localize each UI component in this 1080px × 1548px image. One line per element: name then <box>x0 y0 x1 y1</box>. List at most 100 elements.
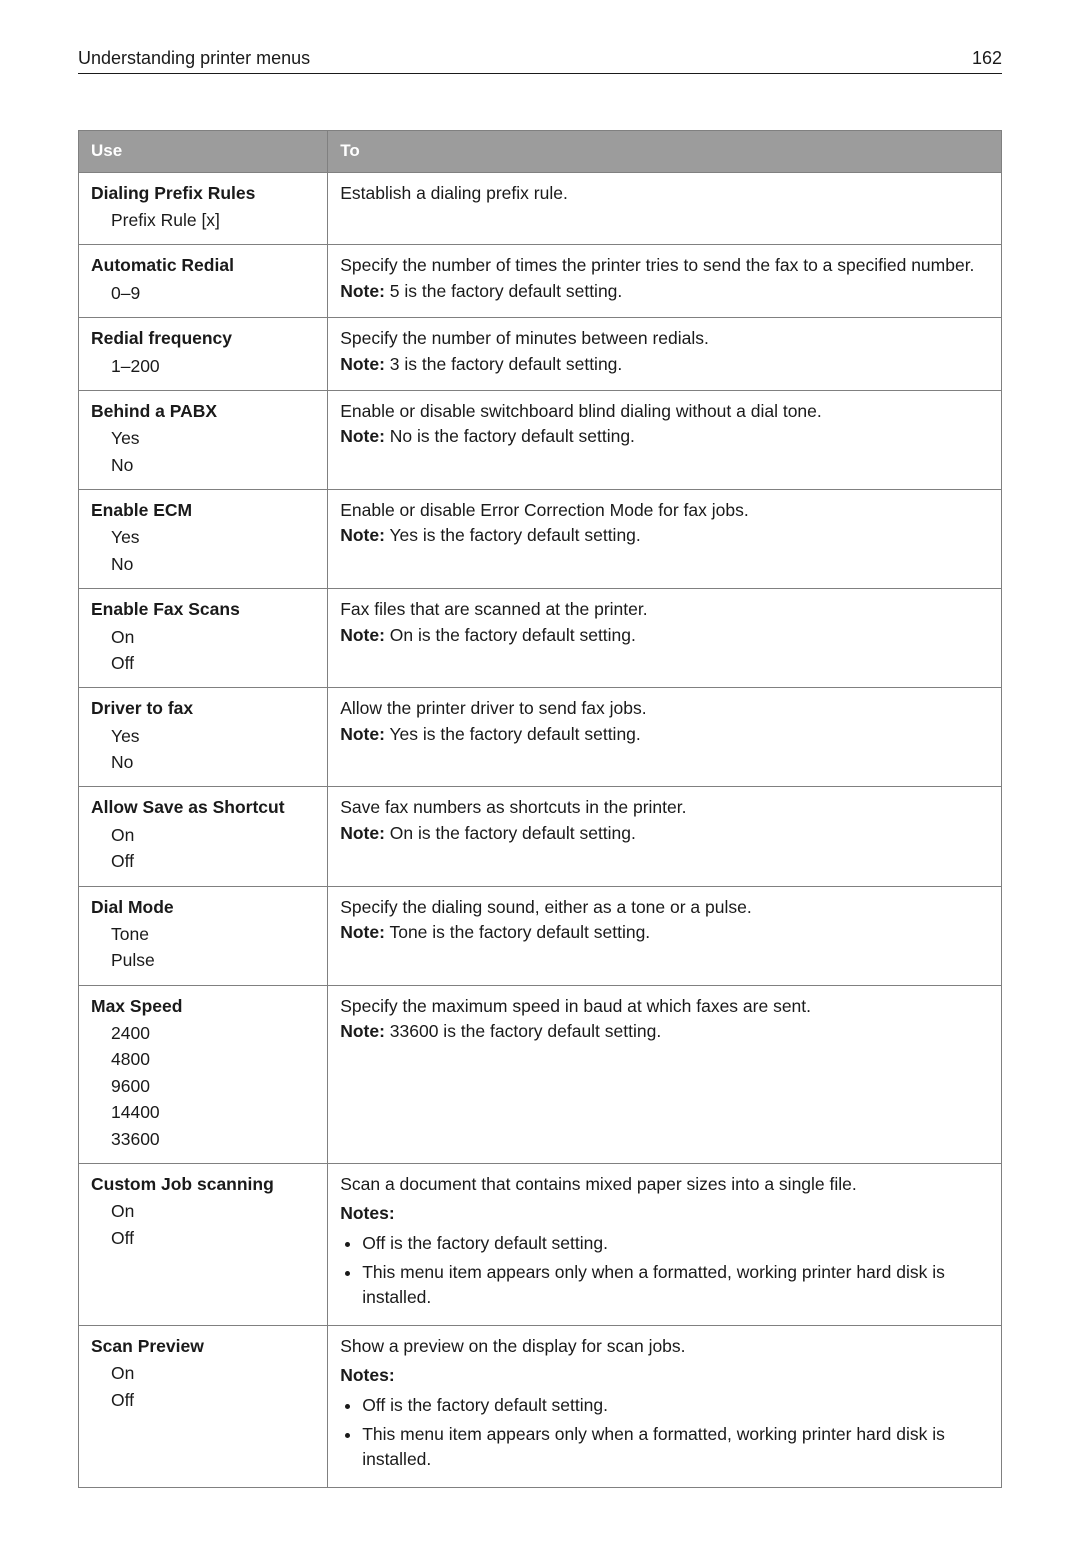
notes-list-item: Off is the factory default setting. <box>362 1231 989 1256</box>
use-option: On <box>111 625 315 650</box>
use-title: Dialing Prefix Rules <box>91 181 315 206</box>
use-options: 0–9 <box>111 281 315 306</box>
note-text: On is the factory default setting. <box>385 625 636 645</box>
use-title: Redial frequency <box>91 326 315 351</box>
use-title: Max Speed <box>91 994 315 1019</box>
use-options: Prefix Rule [x] <box>111 208 315 233</box>
page: Understanding printer menus 162 Use To D… <box>0 0 1080 1548</box>
use-option: Prefix Rule [x] <box>111 208 315 233</box>
menu-table: Use To Dialing Prefix RulesPrefix Rule [… <box>78 130 1002 1488</box>
note-text: Tone is the factory default setting. <box>385 922 650 942</box>
table-header: Use To <box>79 131 1002 173</box>
table-row: Enable Fax Scans OnOff Fax files that are … <box>79 589 1002 688</box>
to-description: Specify the maximum speed in baud at whi… <box>340 994 989 1019</box>
use-cell: Allow Save as Shortcut OnOff <box>79 787 328 886</box>
use-option: On <box>111 1361 315 1386</box>
to-note: Note: On is the factory default setting. <box>340 821 989 846</box>
table-row: Redial frequency 1–200 Specify the number … <box>79 318 1002 391</box>
use-option: Off <box>111 1226 315 1251</box>
table-body: Dialing Prefix RulesPrefix Rule [x]Estab… <box>79 172 1002 1487</box>
table-row: Dialing Prefix RulesPrefix Rule [x]Estab… <box>79 172 1002 245</box>
note-label: Note: <box>340 724 385 744</box>
use-title: Scan Preview <box>91 1334 315 1359</box>
use-option: No <box>111 552 315 577</box>
to-cell: Specify the number of times the printer … <box>328 245 1002 318</box>
use-cell: Driver to faxYesNo <box>79 688 328 787</box>
note-text: 3 is the factory default setting. <box>385 354 622 374</box>
use-option: 1–200 <box>111 354 315 379</box>
to-cell: Fax files that are scanned at the printe… <box>328 589 1002 688</box>
notes-list: Off is the factory default setting. This … <box>340 1231 989 1311</box>
table-row: Custom Job scanningOnOff Scan a document … <box>79 1163 1002 1325</box>
use-option: 2400 <box>111 1021 315 1046</box>
to-description: Show a preview on the display for scan j… <box>340 1334 989 1359</box>
note-text: No is the factory default setting. <box>385 426 635 446</box>
to-description: Specify the number of minutes between re… <box>340 326 989 351</box>
notes-label: Notes: <box>340 1201 989 1226</box>
note-label: Note: <box>340 354 385 374</box>
use-option: No <box>111 453 315 478</box>
use-option: 4800 <box>111 1047 315 1072</box>
note-label: Note: <box>340 823 385 843</box>
use-options: OnOff <box>111 625 315 677</box>
to-note: Note: 5 is the factory default setting. <box>340 279 989 304</box>
table-row: Automatic Redial 0–9 Specify the number of… <box>79 245 1002 318</box>
to-cell: Enable or disable switchboard blind dial… <box>328 390 1002 489</box>
to-description: Scan a document that contains mixed pape… <box>340 1172 989 1197</box>
table-row: Enable ECMYesNoEnable or disable Error C… <box>79 490 1002 589</box>
use-options: OnOff <box>111 1199 315 1251</box>
to-description: Specify the dialing sound, either as a t… <box>340 895 989 920</box>
use-cell: Custom Job scanningOnOff <box>79 1163 328 1325</box>
use-option: Off <box>111 651 315 676</box>
note-text: On is the factory default setting. <box>385 823 636 843</box>
to-cell: Scan a document that contains mixed pape… <box>328 1163 1002 1325</box>
note-label: Note: <box>340 625 385 645</box>
table-row: Behind a PABXYesNoEnable or disable swit… <box>79 390 1002 489</box>
use-title: Dial Mode <box>91 895 315 920</box>
to-description: Fax files that are scanned at the printe… <box>340 597 989 622</box>
use-option: No <box>111 750 315 775</box>
use-options: TonePulse <box>111 922 315 974</box>
notes-list-item: This menu item appears only when a forma… <box>362 1422 989 1473</box>
page-number: 162 <box>972 48 1002 69</box>
to-description: Save fax numbers as shortcuts in the pri… <box>340 795 989 820</box>
use-cell: Redial frequency 1–200 <box>79 318 328 391</box>
use-title: Enable ECM <box>91 498 315 523</box>
header-spacer <box>78 74 1002 130</box>
note-text: 33600 is the factory default setting. <box>385 1021 661 1041</box>
use-option: 33600 <box>111 1127 315 1152</box>
to-cell: Establish a dialing prefix rule. <box>328 172 1002 245</box>
use-cell: Dialing Prefix RulesPrefix Rule [x] <box>79 172 328 245</box>
to-note: Note: Yes is the factory default setting… <box>340 722 989 747</box>
use-options: YesNo <box>111 525 315 577</box>
page-title: Understanding printer menus <box>78 48 310 69</box>
use-option: 9600 <box>111 1074 315 1099</box>
use-option: On <box>111 823 315 848</box>
to-note: Note: 3 is the factory default setting. <box>340 352 989 377</box>
note-label: Note: <box>340 281 385 301</box>
use-title: Allow Save as Shortcut <box>91 795 315 820</box>
use-option: Pulse <box>111 948 315 973</box>
use-options: YesNo <box>111 426 315 478</box>
use-cell: Max Speed2400480096001440033600 <box>79 985 328 1163</box>
use-options: 1–200 <box>111 354 315 379</box>
to-note: Note: Tone is the factory default settin… <box>340 920 989 945</box>
note-label: Note: <box>340 922 385 942</box>
use-options: YesNo <box>111 724 315 776</box>
notes-list-item: Off is the factory default setting. <box>362 1393 989 1418</box>
use-cell: Scan PreviewOnOff <box>79 1325 328 1487</box>
use-options: 2400480096001440033600 <box>111 1021 315 1152</box>
note-label: Note: <box>340 426 385 446</box>
to-cell: Specify the maximum speed in baud at whi… <box>328 985 1002 1163</box>
use-title: Automatic Redial <box>91 253 315 278</box>
to-description: Specify the number of times the printer … <box>340 253 989 278</box>
note-text: Yes is the factory default setting. <box>385 724 641 744</box>
table-row: Max Speed2400480096001440033600 Specify t… <box>79 985 1002 1163</box>
to-note: Note: 33600 is the factory default setti… <box>340 1019 989 1044</box>
to-cell: Specify the dialing sound, either as a t… <box>328 886 1002 985</box>
use-title: Enable Fax Scans <box>91 597 315 622</box>
notes-list-item: This menu item appears only when a forma… <box>362 1260 989 1311</box>
use-option: Yes <box>111 724 315 749</box>
to-description: Enable or disable switchboard blind dial… <box>340 399 989 424</box>
use-options: OnOff <box>111 823 315 875</box>
